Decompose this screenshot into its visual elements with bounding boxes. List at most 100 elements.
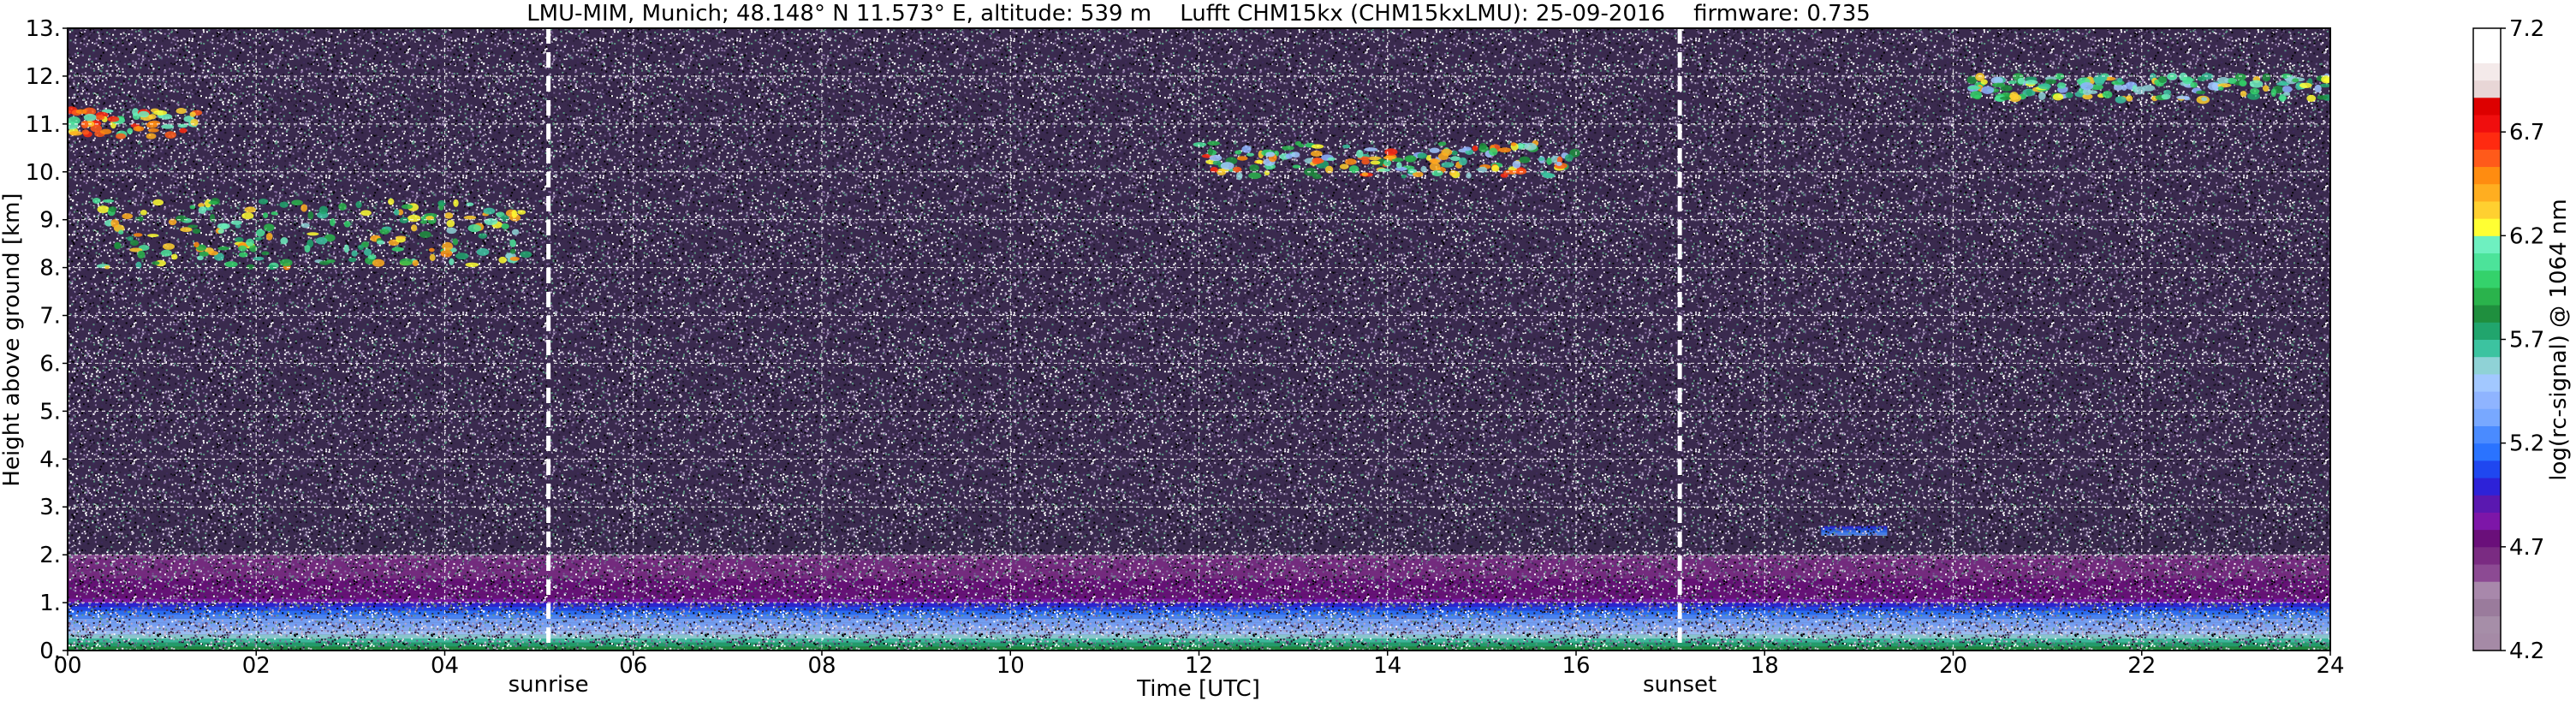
cirrus-cell <box>2000 85 2013 92</box>
cirrus-cell <box>306 232 319 236</box>
cirrus-cell <box>2163 89 2172 95</box>
cirrus-cell <box>208 200 218 205</box>
cirrus-cell <box>2141 85 2156 92</box>
cirrus-cell <box>2306 94 2317 103</box>
cirrus-cell <box>363 248 372 256</box>
cirrus-cell <box>476 247 490 256</box>
cirrus-cell <box>453 199 459 207</box>
x-tick-label: 08 <box>807 653 836 679</box>
cirrus-cell <box>419 220 428 224</box>
cirrus-cell <box>1212 160 1222 166</box>
colorbar-segment <box>2473 62 2501 81</box>
cirrus-cell <box>2056 82 2067 89</box>
cirrus-cell <box>379 229 390 235</box>
cirrus-cell <box>2026 89 2032 97</box>
colorbar-segment <box>2473 495 2501 513</box>
cirrus-cell <box>2321 75 2330 84</box>
cirrus-cell <box>238 252 248 258</box>
cirrus-cell <box>133 233 143 237</box>
cirrus-cell <box>351 250 358 257</box>
cirrus-cell <box>258 199 269 205</box>
cirrus-cell <box>2045 79 2057 85</box>
cirrus-cell <box>1538 157 1545 161</box>
cirrus-cell <box>343 244 349 253</box>
cirrus-cell <box>1246 152 1255 157</box>
colorbar-segment <box>2473 287 2501 306</box>
cirrus-cell <box>104 265 110 270</box>
x-tick-label: 12 <box>1185 653 1213 679</box>
cirrus-cell <box>2055 73 2065 80</box>
cirrus-cell <box>1311 144 1324 149</box>
cirrus-cell <box>171 253 178 260</box>
cirrus-cell <box>1241 145 1252 153</box>
cirrus-cell <box>2217 86 2224 91</box>
x-tick-label: 02 <box>242 653 271 679</box>
cirrus-cell <box>300 204 308 212</box>
cirrus-cell <box>1990 76 2003 84</box>
cirrus-cell <box>122 213 134 220</box>
cirrus-cell <box>1451 150 1458 156</box>
cirrus-cell <box>133 126 145 132</box>
cirrus-cell <box>2239 80 2247 87</box>
cirrus-cell <box>2249 80 2264 88</box>
sunrise-label: sunrise <box>509 672 589 698</box>
cirrus-cell <box>1396 162 1402 169</box>
cirrus-cell <box>1310 150 1323 157</box>
cirrus-cell <box>2240 90 2247 98</box>
cirrus-cell <box>2197 75 2207 81</box>
cirrus-cell <box>230 220 242 225</box>
cirrus-cell <box>118 229 124 235</box>
cirrus-cell <box>500 215 509 222</box>
cirrus-cell <box>511 209 518 218</box>
cirrus-cell <box>217 229 224 234</box>
cirrus-cell <box>1348 165 1359 174</box>
colorbar-segment <box>2473 270 2501 288</box>
cirrus-cell <box>1342 144 1351 149</box>
cirrus-cell <box>95 115 105 121</box>
cirrus-cell <box>1377 168 1391 172</box>
cirrus-cell <box>132 108 140 116</box>
cirrus-cell <box>391 247 404 252</box>
cirrus-cell <box>1524 142 1538 151</box>
cirrus-cell <box>68 116 80 125</box>
cirrus-cell <box>81 129 90 135</box>
colorbar-segment <box>2473 373 2501 392</box>
x-axis-label: Time [UTC] <box>1136 676 1260 702</box>
cirrus-cell <box>241 212 254 220</box>
cirrus-cell <box>399 258 413 266</box>
sun-event-labels: sunrise sunset <box>509 672 1717 698</box>
cirrus-cell <box>1249 164 1260 172</box>
cirrus-cell <box>244 206 257 213</box>
x-tick-label: 20 <box>1939 653 1967 679</box>
cirrus-cell <box>217 223 230 230</box>
cirrus-cell <box>1449 169 1457 176</box>
cirrus-cell <box>189 205 196 210</box>
y-tick-label: 13. <box>26 16 61 42</box>
cirrus-cell <box>357 244 365 251</box>
cirrus-cell <box>108 206 117 212</box>
cirrus-cell <box>189 111 196 117</box>
cirrus-cell <box>1510 142 1517 146</box>
cirrus-cell <box>1516 142 1524 150</box>
colorbar-segment <box>2473 615 2501 634</box>
cirrus-cell <box>152 199 164 206</box>
cirrus-cell <box>393 209 400 216</box>
cirrus-cell <box>147 234 159 238</box>
cirrus-cell <box>1294 140 1302 146</box>
cirrus-cell <box>2314 84 2322 92</box>
cirrus-cell <box>1282 146 1294 151</box>
cirrus-cell <box>498 256 507 264</box>
cirrus-cell <box>209 213 216 223</box>
cirrus-cell <box>367 254 377 260</box>
colorbar-segment <box>2473 253 2501 271</box>
cirrus-cell <box>198 206 207 214</box>
cirrus-cell <box>1264 169 1270 176</box>
cirrus-cell <box>511 229 520 235</box>
cirrus-cell <box>2017 77 2026 85</box>
colorbar-segment <box>2473 443 2501 461</box>
cirrus-cell <box>208 251 219 256</box>
cirrus-cell <box>1304 168 1318 176</box>
cirrus-cell <box>1327 157 1336 162</box>
cirrus-cell <box>196 255 204 261</box>
cirrus-cell <box>449 258 455 266</box>
